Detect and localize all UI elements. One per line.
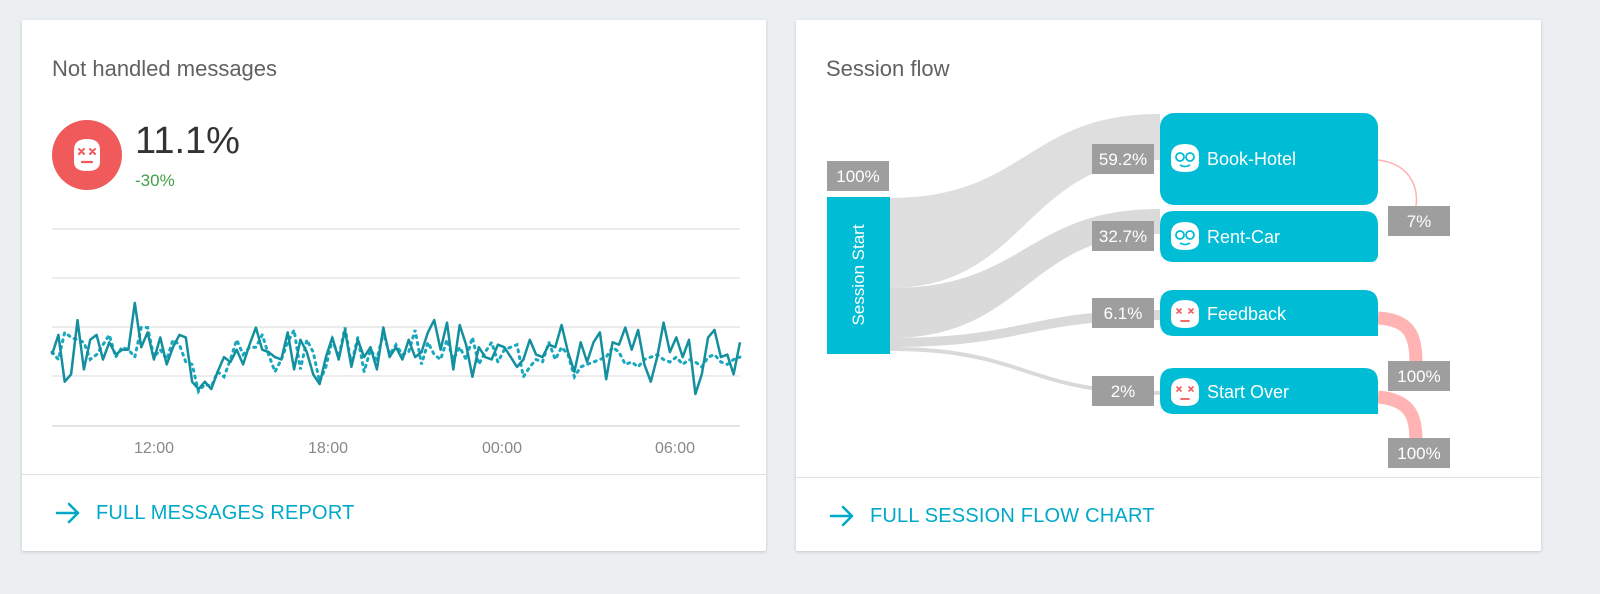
node-label: Rent-Car [1207,227,1280,247]
card-footer: FULL SESSION FLOW CHART [796,477,1541,551]
series-line-solid [50,301,742,396]
node-rent-car [1160,211,1378,263]
not-handled-messages-card: Not handled messages 11.1% -30% 12:00 18:… [22,20,766,551]
pct-badge [1092,144,1154,174]
exit-pct: 100% [1397,444,1440,463]
node-start-over [1160,368,1378,414]
kpi-delta: -30% [135,171,175,190]
pct-badge [827,161,889,191]
full-messages-report-link[interactable]: FULL MESSAGES REPORT [54,499,355,527]
pct-badge [1092,221,1154,251]
pct-badge [1092,298,1154,328]
node-pct: 59.2% [1099,150,1147,169]
dead-bot-face-icon [1171,378,1199,406]
arrow-right-icon [55,502,80,524]
node-label: Feedback [1207,304,1287,324]
node-pct: 2% [1111,382,1136,401]
exit-link-feedback [1377,311,1423,369]
messages-line-chart: 12:00 18:00 00:00 06:00 [50,228,742,457]
card-footer: FULL MESSAGES REPORT [22,474,766,551]
full-session-flow-chart-link[interactable]: FULL SESSION FLOW CHART [828,502,1155,530]
session-flow-diagram: Session Start 100% Book-Hotel 59.2% 7% R… [827,113,1450,468]
x-tick-label: 12:00 [134,440,174,457]
dead-bot-face-icon [52,120,122,190]
x-tick-label: 06:00 [655,440,695,457]
exit-badge [1388,438,1450,468]
dead-bot-face-icon [1171,300,1199,328]
node-book-hotel [1160,113,1378,205]
exit-link-start-over [1377,390,1423,446]
exit-badge [1388,361,1450,391]
session-start-label: Session Start [849,224,868,325]
node-feedback [1160,290,1378,336]
node-label: Book-Hotel [1207,149,1296,169]
node-pct: 6.1% [1104,304,1143,323]
exit-pct: 7% [1407,212,1432,231]
card-title: Session flow [826,56,950,81]
arrow-right-icon [829,505,854,527]
kpi-value: 11.1% [135,120,240,162]
exit-badge [1388,206,1450,236]
session-start-pct: 100% [836,167,879,186]
happy-bot-icon [1171,222,1199,250]
node-label: Start Over [1207,382,1289,402]
exit-pct: 100% [1397,367,1440,386]
happy-bot-icon [1171,144,1199,172]
pct-badge [1092,376,1154,406]
footer-link-label: FULL MESSAGES REPORT [96,501,355,524]
node-pct: 32.7% [1099,227,1147,246]
session-flow-card: Session flow Session Start 100% Book-Hot… [796,20,1541,551]
x-tick-label: 18:00 [308,440,348,457]
flow-ribbon-start-over [890,347,1160,395]
x-tick-label: 00:00 [482,440,522,457]
series-line-dotted [50,325,742,395]
session-start-node [827,197,890,354]
footer-link-label: FULL SESSION FLOW CHART [870,504,1155,527]
card-title: Not handled messages [52,56,278,81]
